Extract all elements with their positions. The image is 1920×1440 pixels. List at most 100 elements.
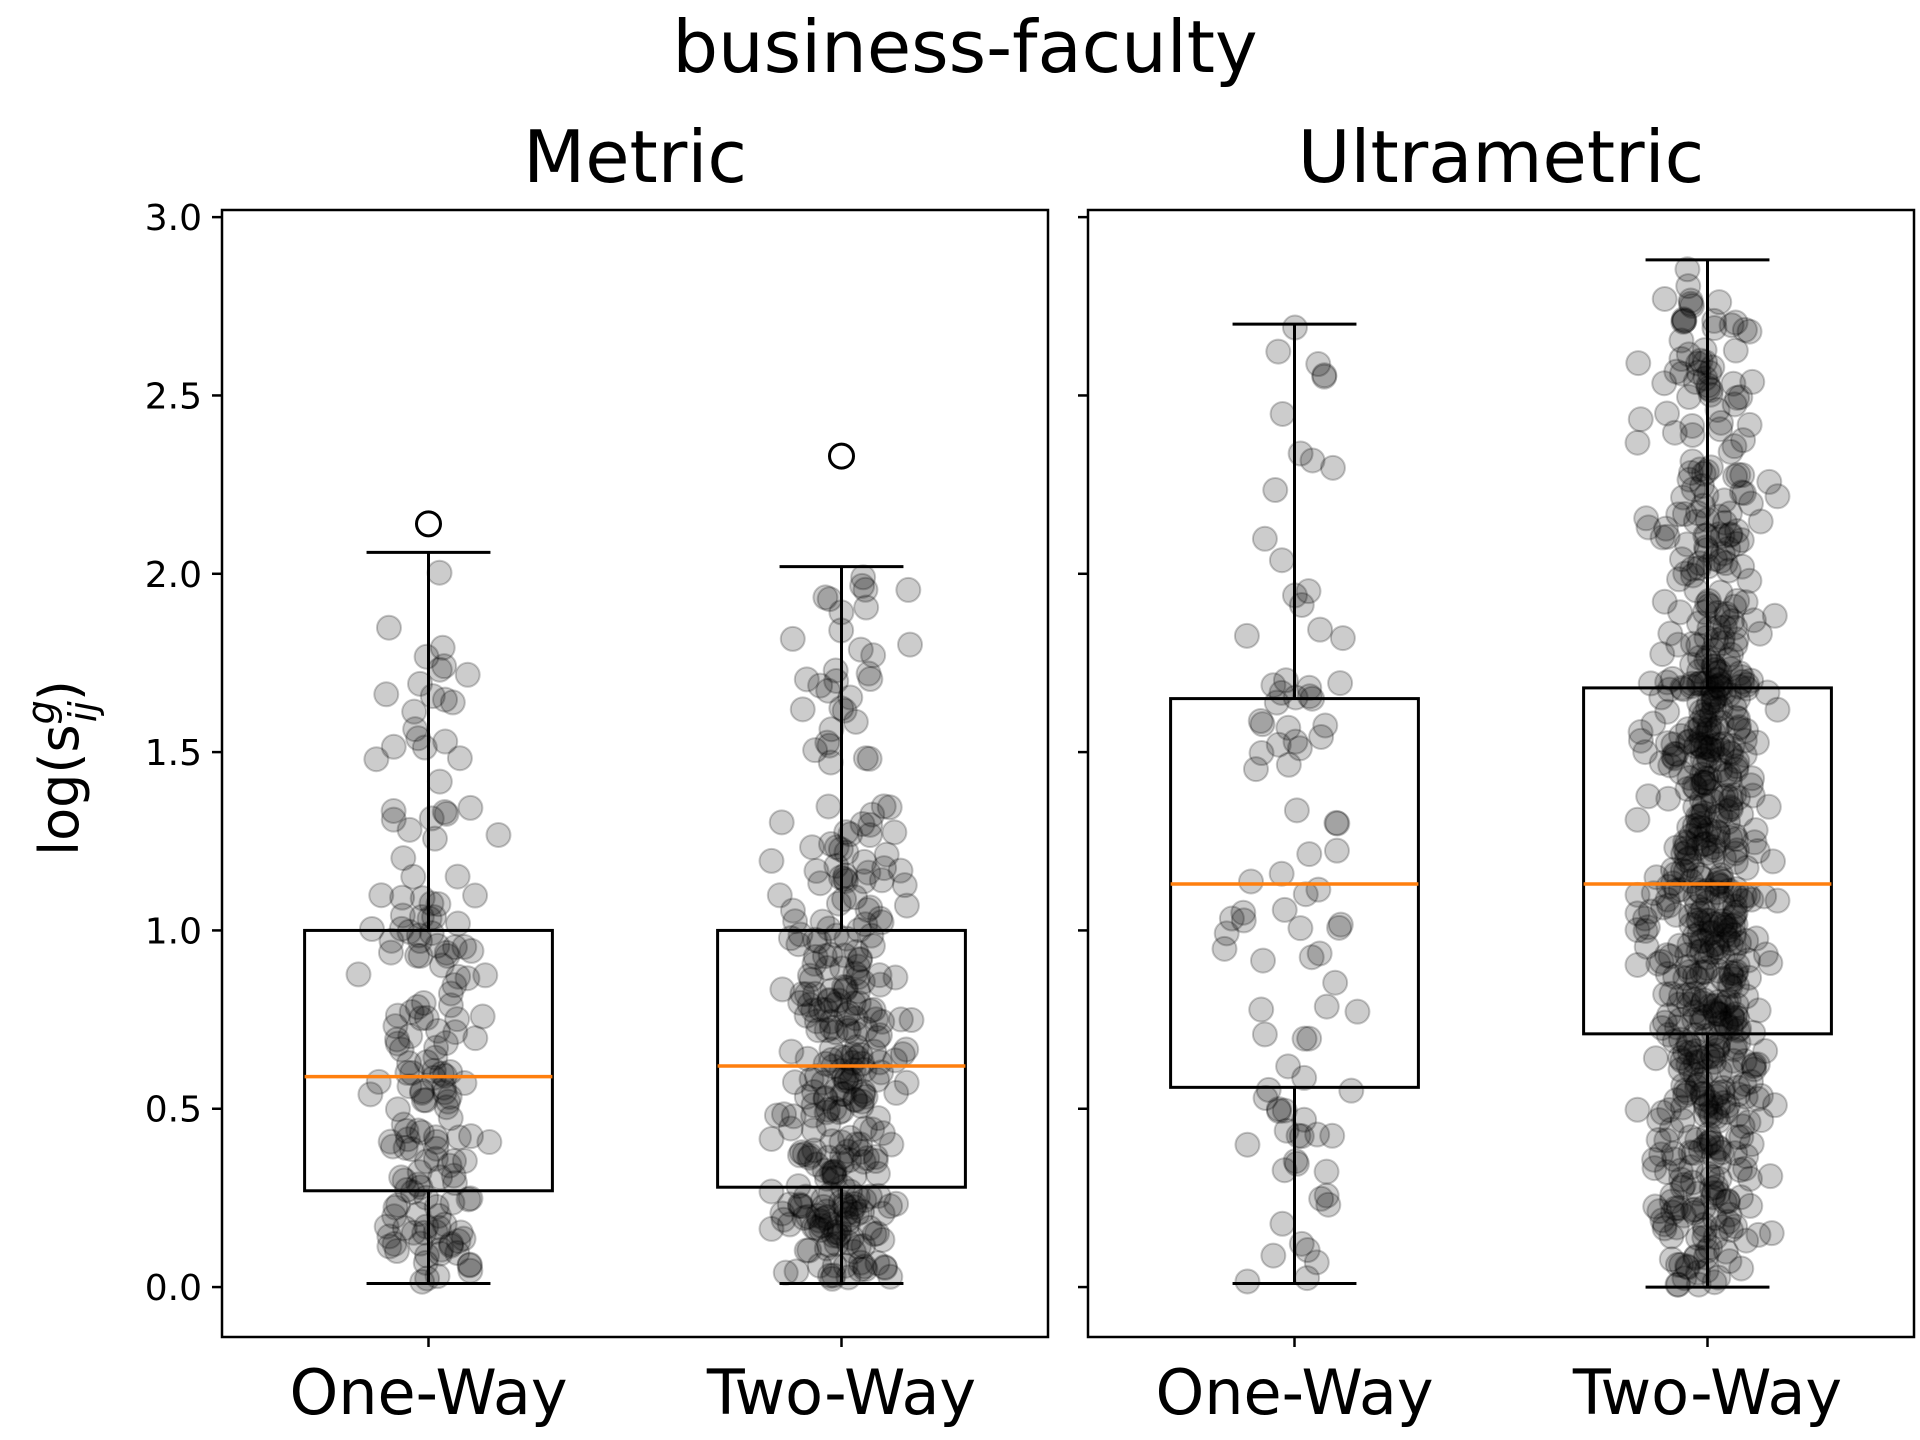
data-point [388, 915, 415, 942]
data-point [444, 863, 471, 890]
data-point [1694, 694, 1721, 721]
data-point [811, 943, 838, 970]
data-point [1716, 917, 1743, 944]
data-point [1682, 794, 1709, 821]
data-point [821, 1164, 848, 1191]
data-point [788, 1139, 815, 1166]
data-point [1685, 632, 1712, 659]
data-point [1677, 1154, 1704, 1181]
data-point [1624, 429, 1651, 456]
data-point [1295, 578, 1322, 605]
data-point [800, 1102, 827, 1129]
data-point [820, 1222, 847, 1249]
data-point [1684, 825, 1711, 852]
data-point [1715, 557, 1742, 584]
data-point [837, 684, 864, 711]
data-point [1667, 1044, 1694, 1071]
data-point [385, 1192, 412, 1219]
data-point [1675, 273, 1702, 300]
data-point [873, 841, 900, 868]
data-point [835, 1017, 862, 1044]
data-point [1710, 730, 1737, 757]
data-point [425, 1214, 452, 1241]
data-point [418, 920, 445, 947]
data-point [1718, 963, 1745, 990]
data-point [1705, 820, 1732, 847]
data-point [1687, 803, 1714, 830]
data-point [436, 1083, 463, 1110]
data-point [832, 1252, 859, 1279]
data-point [1691, 599, 1718, 626]
data-point [1741, 829, 1768, 856]
data-point [849, 1088, 876, 1115]
data-point [1741, 1056, 1768, 1083]
data-point [872, 1254, 899, 1281]
data-point [849, 811, 876, 838]
data-point [1716, 1248, 1743, 1275]
data-point [1661, 419, 1688, 446]
data-point [1721, 1036, 1748, 1063]
data-point [1656, 1097, 1683, 1124]
data-point [1710, 1074, 1737, 1101]
data-point [376, 1223, 403, 1250]
data-point [1723, 826, 1750, 853]
data-point [1684, 803, 1711, 830]
data-point [1299, 447, 1326, 474]
data-point [457, 1123, 484, 1150]
data-point [1720, 966, 1747, 993]
data-point [831, 865, 858, 892]
data-point [1725, 784, 1752, 811]
data-point [410, 1087, 437, 1114]
data-point [1624, 917, 1651, 944]
data-point [458, 937, 485, 964]
box-iqr [1582, 686, 1833, 1036]
data-point [795, 1203, 822, 1230]
data-point [813, 1235, 840, 1262]
data-point [1696, 716, 1723, 743]
data-point [433, 800, 460, 827]
data-point [1731, 741, 1758, 768]
data-point [1665, 1271, 1692, 1298]
data-point [1323, 837, 1350, 864]
data-point [796, 991, 823, 1018]
data-point [1730, 427, 1757, 454]
data-point [1735, 947, 1762, 974]
data-point [457, 1257, 484, 1284]
data-point [868, 909, 895, 936]
data-point [1706, 1001, 1733, 1028]
data-point [1668, 983, 1695, 1010]
data-point [851, 848, 878, 875]
points-group [758, 564, 925, 1292]
data-point [1667, 1157, 1694, 1184]
box-iqr [1169, 697, 1420, 1089]
data-point [1696, 920, 1723, 947]
data-point [1725, 715, 1752, 742]
data-point [1674, 775, 1701, 802]
data-point [758, 847, 785, 874]
data-point [1327, 911, 1354, 938]
data-point [1693, 980, 1720, 1007]
data-point [1722, 840, 1749, 867]
data-point [1728, 479, 1755, 506]
data-point [1698, 939, 1725, 966]
data-point [1739, 765, 1766, 792]
data-point [1733, 854, 1760, 881]
data-point [1669, 360, 1696, 387]
data-point [1716, 739, 1743, 766]
data-point [770, 1206, 797, 1233]
data-point [806, 1207, 833, 1234]
data-point [1723, 704, 1750, 731]
data-point [391, 1215, 418, 1242]
data-point [829, 1150, 856, 1177]
data-point [1327, 670, 1354, 697]
data-point [380, 806, 407, 833]
data-point [1719, 732, 1746, 759]
data-point [1654, 730, 1681, 757]
data-point [819, 1128, 846, 1155]
data-point [1717, 973, 1744, 1000]
data-point [1685, 610, 1712, 637]
data-point [799, 834, 826, 861]
data-point [1679, 422, 1706, 449]
data-point [1691, 1217, 1718, 1244]
data-point [1692, 1093, 1719, 1120]
